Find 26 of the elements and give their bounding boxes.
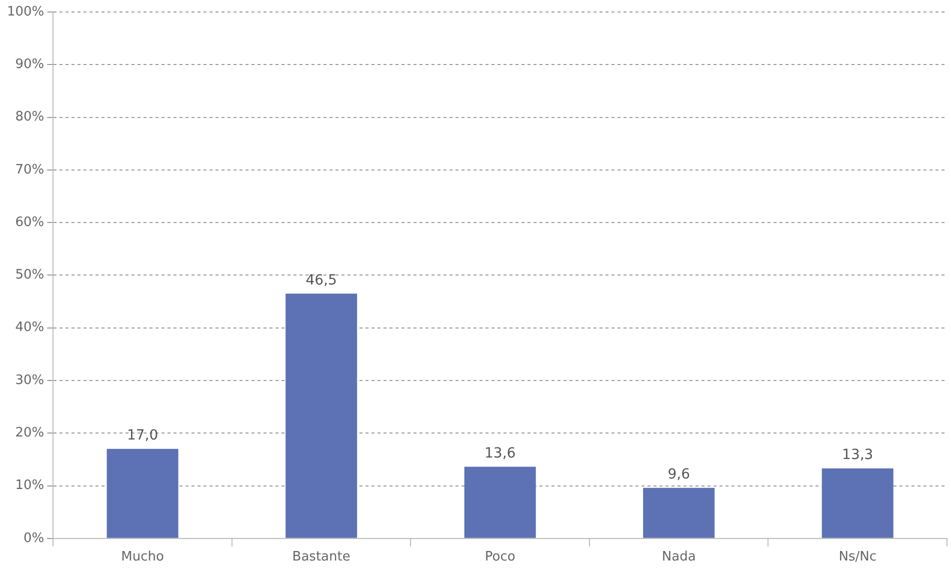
data-label: 13,3 bbox=[842, 447, 874, 464]
x-tick-label: Ns/Nc bbox=[838, 550, 876, 565]
bar bbox=[822, 468, 894, 538]
y-tick-label: 20% bbox=[15, 425, 44, 440]
data-label: 9,6 bbox=[668, 466, 690, 483]
x-tick-label: Mucho bbox=[121, 550, 164, 565]
y-tick-label: 100% bbox=[6, 4, 44, 20]
y-tick-label: 60% bbox=[15, 214, 44, 230]
x-tick-label: Poco bbox=[484, 550, 516, 565]
bar bbox=[643, 488, 715, 538]
data-label: 13,6 bbox=[484, 445, 516, 462]
x-tick-label: Nada bbox=[662, 550, 696, 565]
bar bbox=[464, 466, 536, 538]
y-tick-label: 40% bbox=[15, 320, 44, 336]
y-tick-label: 30% bbox=[15, 372, 44, 388]
data-label: 17,0 bbox=[126, 428, 158, 444]
x-tick-label: Bastante bbox=[292, 550, 350, 565]
bar bbox=[106, 448, 178, 538]
y-tick-label: 90% bbox=[15, 57, 44, 72]
y-tick-label: 10% bbox=[15, 478, 44, 494]
y-tick-label: 50% bbox=[15, 268, 44, 283]
data-label: 46,5 bbox=[306, 272, 337, 288]
y-tick-label: 70% bbox=[15, 162, 44, 178]
bar bbox=[286, 294, 358, 538]
y-tick-label: 0% bbox=[24, 530, 44, 546]
y-tick-label: 80% bbox=[15, 110, 44, 125]
